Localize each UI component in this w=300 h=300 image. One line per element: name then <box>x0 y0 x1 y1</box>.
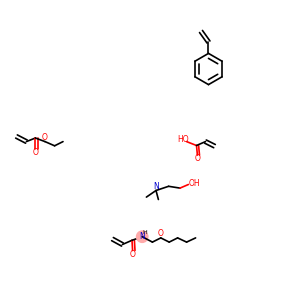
Circle shape <box>136 231 148 242</box>
Text: O: O <box>32 148 38 157</box>
Text: OH: OH <box>189 179 200 188</box>
Text: N: N <box>153 182 159 191</box>
Text: O: O <box>130 250 136 259</box>
Text: O: O <box>42 134 48 142</box>
Text: HO: HO <box>177 135 188 144</box>
Text: N: N <box>139 232 145 241</box>
Text: H: H <box>142 230 147 235</box>
Text: O: O <box>158 229 164 238</box>
Text: O: O <box>195 154 201 163</box>
